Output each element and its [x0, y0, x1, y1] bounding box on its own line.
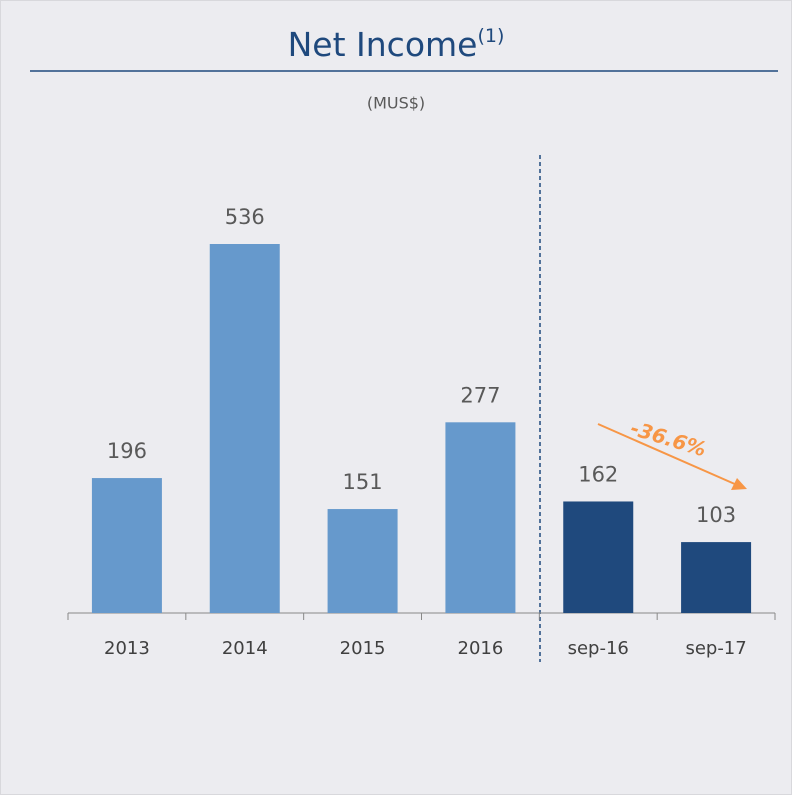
bar	[681, 542, 752, 613]
value-label: 536	[225, 205, 265, 229]
title-note: (1)	[477, 25, 504, 47]
x-tick-label: 2015	[340, 638, 386, 659]
value-label: 162	[578, 462, 618, 486]
x-tick-label: 2013	[104, 638, 150, 659]
chart-title: Net Income(1)	[288, 25, 505, 64]
value-label: 151	[343, 470, 383, 494]
bar	[445, 422, 516, 613]
x-tick-label: 2014	[222, 638, 268, 659]
trend-arrow-head	[731, 478, 747, 490]
bar	[327, 509, 398, 613]
bar	[209, 244, 280, 613]
x-tick-label: sep-17	[685, 638, 746, 659]
bar	[91, 478, 162, 613]
value-label: 196	[107, 439, 147, 463]
value-label: 103	[696, 503, 736, 527]
bar	[563, 501, 634, 613]
x-tick-label: sep-16	[568, 638, 629, 659]
trend-arrow	[597, 423, 738, 486]
value-label: 277	[460, 383, 500, 407]
subtitle: (MUS$)	[367, 94, 425, 113]
title-text: Net Income	[288, 25, 478, 64]
x-tick-label: 2016	[458, 638, 504, 659]
